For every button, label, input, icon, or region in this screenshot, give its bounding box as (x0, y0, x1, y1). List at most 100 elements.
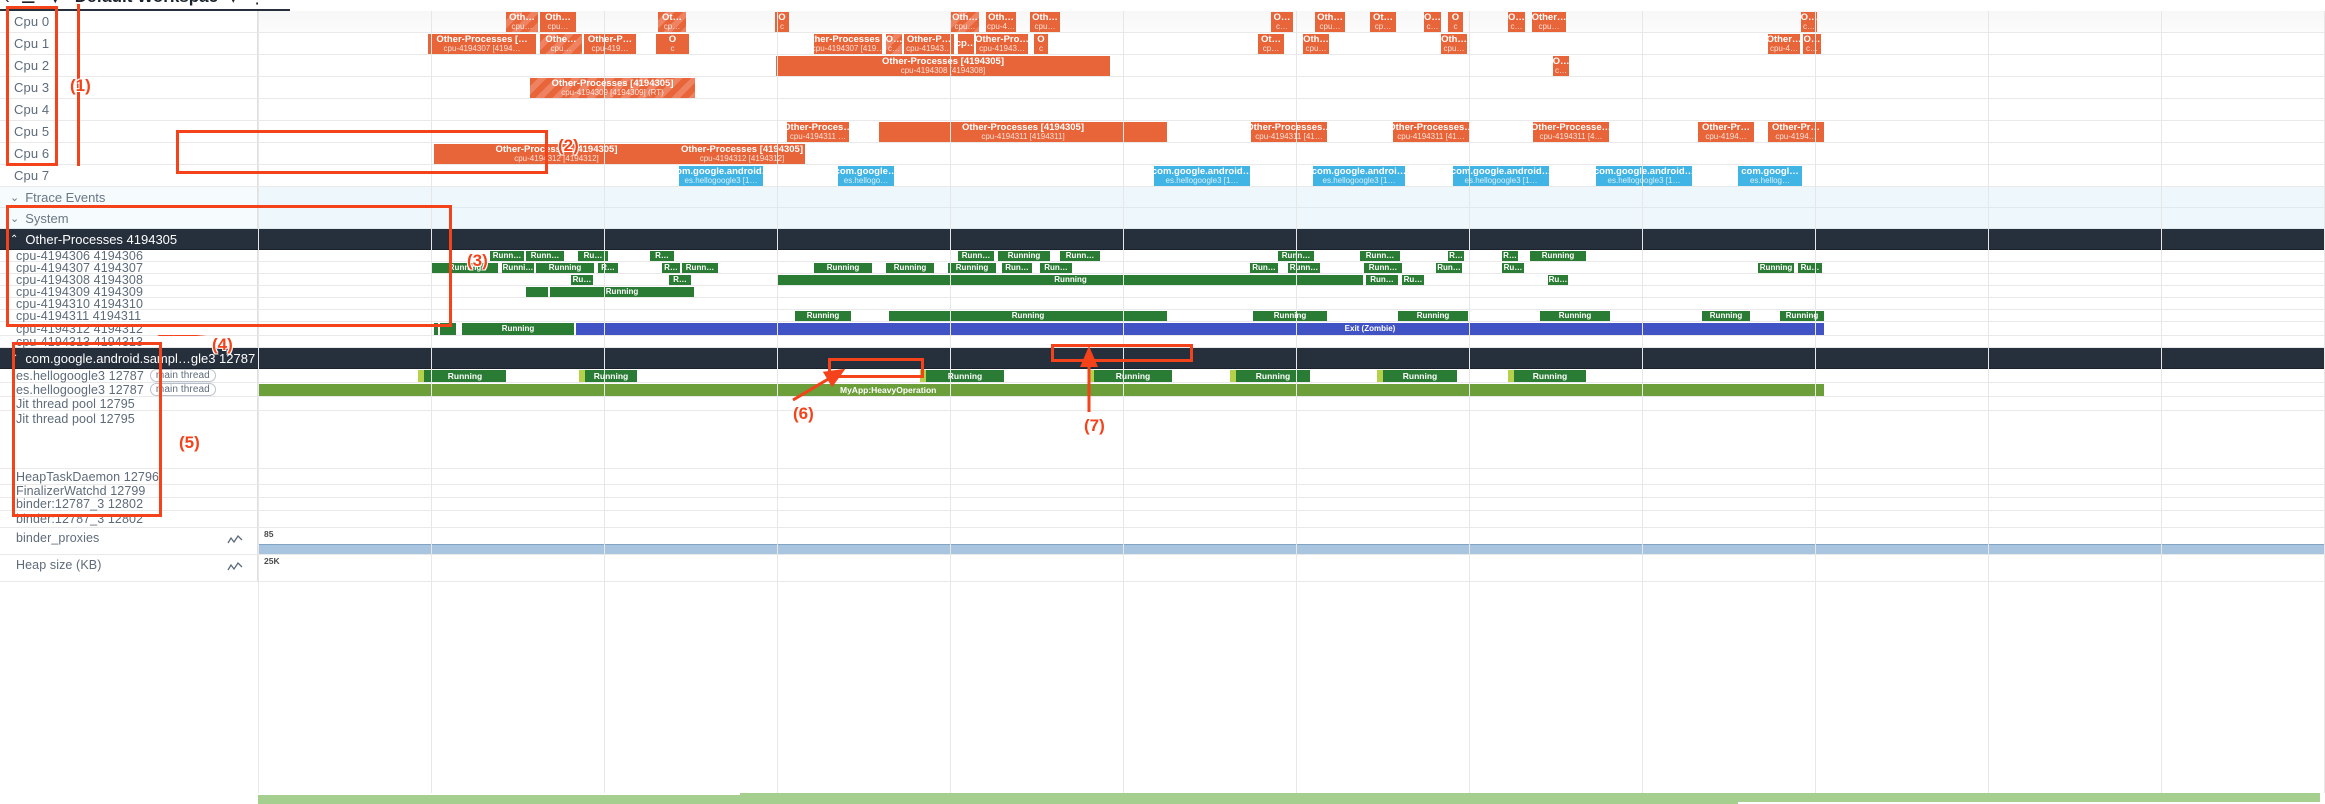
thread-track-row[interactable]: cpu-4194306 4194306 Runn… Runn… Ru… R… Runn… R… (0, 249, 2325, 263)
timeline-slice[interactable] (716, 323, 916, 335)
timeline-slice[interactable]: Other-P… cpu-41943… (904, 34, 954, 54)
timeline-slice[interactable]: Ru… (1798, 263, 1822, 273)
timeline-slice[interactable]: Ot… cp… (658, 12, 686, 32)
counter-track-canvas[interactable]: 25K (258, 555, 2325, 581)
timeline-slice[interactable]: O…c… (1803, 34, 1821, 54)
cpu-track-canvas[interactable]: com.google.android…es.hellogoogle3 [1… co… (258, 165, 2325, 186)
thread-track-canvas-app[interactable] (258, 498, 2325, 510)
timeline-slice[interactable]: Running (1758, 263, 1794, 273)
thread-track-canvas-app[interactable]: Running Running Running Running Running Runni… (258, 369, 2325, 382)
summary-track-label[interactable]: ⌄ Ftrace Events (0, 187, 258, 207)
timeline-slice[interactable]: Runn… (682, 263, 718, 273)
horizontal-scrollbar-overflow[interactable] (740, 793, 2320, 802)
timeline-slice[interactable]: Oth… cpu… (951, 12, 979, 32)
chevron-down-icon[interactable]: ⌄ (10, 212, 20, 225)
timeline-slice[interactable]: R… (598, 263, 618, 273)
timeline-slice[interactable]: Running (998, 251, 1050, 261)
timeline-slice[interactable] (576, 323, 716, 335)
timeline-slice[interactable]: Running (948, 263, 996, 273)
cpu-track-row[interactable]: Cpu 4 (0, 99, 2325, 121)
summary-track-label[interactable]: ⌄ System (0, 208, 258, 228)
thread-track-row[interactable]: cpu-4194308 4194308 Ru… R… Running Run… Ru… Ru… (0, 273, 2325, 287)
timeline-slice[interactable] (440, 323, 456, 335)
timeline-slice[interactable]: com.google…es.hellogo… (838, 166, 894, 186)
timeline-slice[interactable]: com.google.androi… es.hellogoogle3 [1… (1313, 166, 1405, 186)
timeline-slice[interactable]: Running (1094, 370, 1172, 382)
thread-track-canvas-app[interactable] (258, 469, 2325, 484)
timeline-slice[interactable]: Other-Processes [… cpu-4194307 [4194… (428, 34, 536, 54)
timeline-slice[interactable]: Run… (1250, 263, 1278, 273)
timeline-slice[interactable]: Runni… (502, 263, 534, 273)
timeline-slice[interactable]: Ru… (1502, 263, 1524, 273)
timeline-slice[interactable]: Runn… (1278, 251, 1314, 261)
timeline-slice[interactable]: Runn… (958, 251, 994, 261)
timeline-slice[interactable]: Oth… cpu-4… (986, 12, 1016, 32)
thread-track-canvas[interactable] (258, 298, 2325, 309)
timeline-slice[interactable]: Running (1530, 251, 1586, 261)
timeline-slice[interactable]: Run… (1040, 263, 1072, 273)
sparkline-icon[interactable] (227, 534, 243, 548)
thread-track-canvas-app[interactable] (258, 485, 2325, 497)
overflow-menu-icon[interactable]: ⋮ (249, 0, 266, 6)
slice-my-app-heavy-operation[interactable]: MyApp:HeavyOperation (258, 384, 1824, 396)
timeline-slice[interactable]: Exit (Zombie) (916, 323, 1824, 335)
timeline-slice[interactable]: R… (662, 263, 680, 273)
thread-track-canvas-app[interactable] (258, 511, 2325, 527)
timeline-slice[interactable]: Runn… (1360, 251, 1400, 261)
chevron-up-icon[interactable]: ⌃ (10, 233, 19, 245)
summary-track-row[interactable]: ⌄ System (0, 208, 2325, 229)
timeline-slice[interactable]: Oth… cpu… (1030, 12, 1060, 32)
timeline-slice[interactable]: com.google.android…es.hellogoogle3 [1… (1154, 166, 1250, 186)
timeline-slice[interactable]: R… (1448, 251, 1464, 261)
timeline-slice[interactable]: R… (1502, 251, 1518, 261)
thread-track-canvas-app[interactable]: MyApp:HeavyOperation (258, 383, 2325, 396)
timeline-slice[interactable]: Running (462, 323, 574, 335)
thread-track-row-app[interactable]: FinalizerWatchd 12799 (0, 484, 2325, 498)
thread-track-row[interactable]: cpu-4194307 4194307 Running Runni… Running R… (0, 261, 2325, 275)
timeline-slice[interactable]: Other-P… cpu-419… (584, 34, 636, 54)
timeline-slice[interactable] (526, 287, 548, 297)
timeline-slice[interactable]: Other-Processes…cpu-4194311 [41… (1393, 122, 1469, 142)
timeline-slice[interactable]: Running (585, 370, 637, 382)
timeline-slice[interactable]: O…c… (1424, 12, 1441, 32)
summary-track-row[interactable]: ⌄ Ftrace Events (0, 187, 2325, 208)
thread-track-row-app[interactable]: HeapTaskDaemon 12796 (0, 469, 2325, 485)
timeline-slice[interactable]: com.google.android…es.hellogoogle3 [1… (1453, 166, 1549, 186)
hamburger-icon[interactable]: ☰ (21, 0, 36, 6)
thread-track-row[interactable]: cpu-4194311 4194311 Running Running Running… (0, 309, 2325, 323)
thread-track-row-app[interactable]: Jit thread pool 12795 (0, 411, 2325, 469)
timeline-slice[interactable]: Run… (1002, 263, 1032, 273)
timeline-slice[interactable]: Ru… (571, 275, 593, 285)
timeline-slice[interactable]: Runn… (490, 251, 524, 261)
timeline-slice[interactable]: Other-Proces…cpu-4194311 … (787, 122, 849, 142)
timeline-slice[interactable] (418, 370, 424, 382)
thread-track-canvas[interactable]: Running (258, 286, 2325, 297)
cpu-track-row[interactable]: Cpu 1 Other-Processes [… cpu-4194307 [4194… (0, 33, 2325, 55)
timeline-slice[interactable]: Other-Processe… cpu-4194311 [4… (1533, 122, 1609, 142)
summary-track-canvas[interactable] (258, 208, 2325, 228)
cpu-track-row[interactable]: Cpu 5Other-Proces…cpu-4194311 …Other-Pro… (0, 121, 2325, 143)
thread-track-canvas[interactable]: Running Exit (Zombie) (258, 322, 2325, 335)
timeline-slice[interactable]: R… (669, 275, 691, 285)
cpu-track-row[interactable]: Cpu 3O…c…Other-Processes [4194305]cpu-41… (0, 77, 2325, 99)
timeline-slice[interactable]: Other-Processes…cpu-4194311 [41… (1251, 122, 1327, 142)
timeline-slice[interactable]: cp… (958, 34, 974, 54)
workspace-title[interactable]: Default Workspac (75, 0, 218, 7)
timeline-slice[interactable]: Oth… cpu… (1441, 34, 1467, 54)
timeline-slice[interactable]: Ru… (1402, 275, 1424, 285)
timeline-slice[interactable]: Run… (1436, 263, 1462, 273)
timeline-slice[interactable]: com.google.android…es.hellogoogle3 [1… (679, 166, 763, 186)
timeline-slice[interactable]: Ru… (578, 251, 608, 261)
funnel-icon[interactable]: ▼ (47, 0, 64, 6)
timeline-slice[interactable]: Runn… (526, 251, 564, 261)
timeline-slice[interactable]: com.googl… es.hellog… (1738, 166, 1802, 186)
timeline-slice[interactable]: Other… cpu… (1532, 12, 1566, 32)
timeline-slice[interactable]: Other-Processes …cpu-4194307 [419… (814, 34, 882, 54)
timeline-slice[interactable]: Other-Processes [4194305] cpu-4194308 [41… (776, 56, 1110, 76)
timeline-slice[interactable]: Oth… cpu… (1303, 34, 1329, 54)
timeline-slice[interactable]: Running (424, 370, 506, 382)
timeline-slice[interactable]: Other-Processes [4194305] cpu-4194312 [41… (679, 144, 805, 164)
